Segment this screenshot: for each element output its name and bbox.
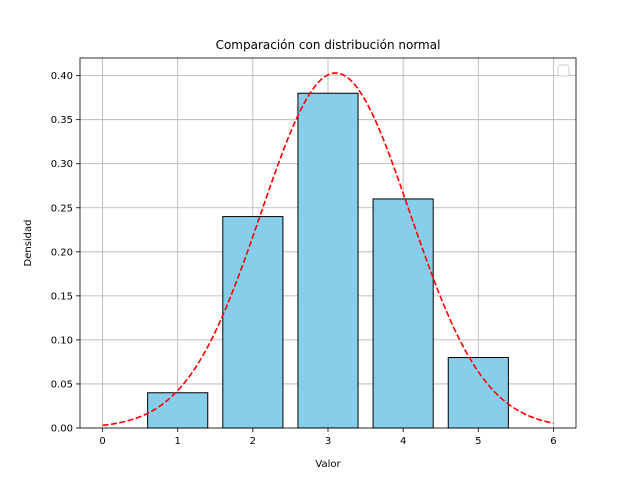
x-tick-label: 6 — [550, 436, 556, 447]
y-axis-label: Densidad — [23, 219, 34, 266]
x-tick-label: 4 — [400, 436, 406, 447]
x-tick-label: 0 — [99, 436, 105, 447]
legend-box[interactable] — [557, 64, 570, 77]
x-tick-label: 5 — [475, 436, 481, 447]
bar-3 — [297, 92, 359, 429]
y-tick-label: 0.10 — [51, 335, 73, 346]
bars — [147, 92, 509, 429]
chart-title: Comparación con distribución normal — [216, 38, 441, 52]
y-tick-label: 0.35 — [51, 115, 73, 126]
normal-curve — [102, 72, 554, 427]
bar-5 — [447, 357, 509, 429]
x-tick-label: 1 — [175, 436, 181, 447]
y-tick-label: 0.15 — [51, 291, 73, 302]
bar-4 — [372, 198, 434, 429]
y-axis-ticks: 0.00 0.05 0.10 0.15 0.20 0.25 0.30 0.35 0.40 — [51, 71, 80, 435]
x-axis-ticks: 0 1 2 3 4 5 6 — [99, 428, 557, 447]
x-tick-label: 2 — [250, 436, 256, 447]
y-tick-label: 0.40 — [51, 71, 73, 82]
normal-curve-group — [102, 72, 554, 427]
bar-1 — [147, 392, 209, 429]
y-tick-label: 0.30 — [51, 159, 73, 170]
y-tick-label: 0.00 — [51, 424, 73, 435]
y-tick-label: 0.20 — [51, 247, 73, 258]
x-axis-label: Valor — [315, 459, 341, 470]
y-tick-label: 0.05 — [51, 379, 73, 390]
y-tick-label: 0.25 — [51, 203, 73, 214]
x-tick-label: 3 — [325, 436, 331, 447]
bar-2 — [222, 216, 284, 429]
